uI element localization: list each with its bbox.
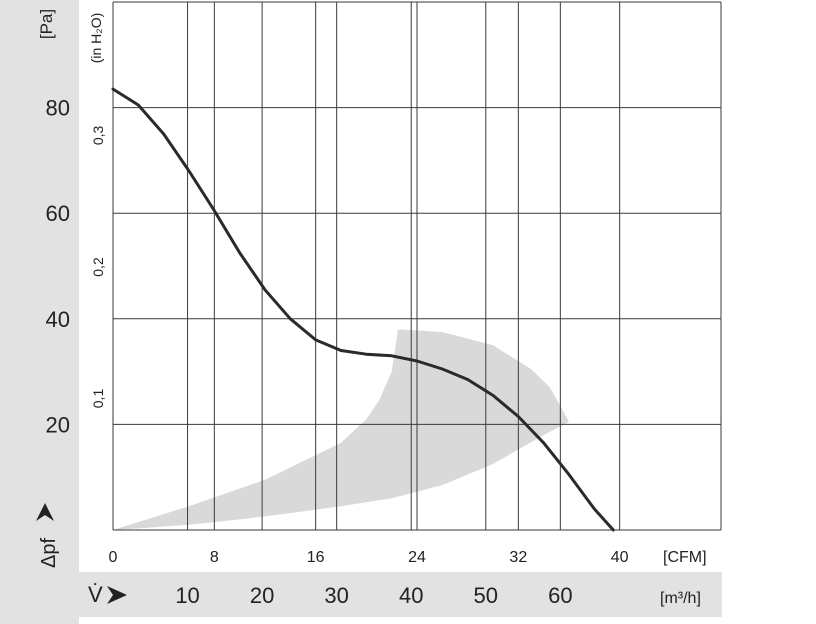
x-m3h-tick-label: 30 xyxy=(324,583,348,608)
y2-tick-label: 0,3 xyxy=(90,125,106,145)
y-tick-label: 60 xyxy=(46,201,70,226)
y-tick-label: 20 xyxy=(46,412,70,437)
x-m3h-tick-label: 10 xyxy=(175,583,199,608)
x-cfm-tick-label: 40 xyxy=(611,549,629,566)
pressure-curve xyxy=(111,87,615,532)
x-axis-symbol: V̇ xyxy=(88,582,103,607)
operating-region-layer xyxy=(113,329,569,530)
x-cfm-tick-label: 24 xyxy=(408,549,426,566)
y2-unit-label: (in H₂O) xyxy=(88,13,104,64)
y-axis-symbol: Δpf xyxy=(38,538,60,568)
left-axis-band xyxy=(0,0,79,624)
y-tick-label: 80 xyxy=(46,96,70,121)
x-axis-cfm-tick-labels: 0 8 16 24 32 40 xyxy=(109,549,629,566)
curve-layer xyxy=(111,87,615,532)
x-m3h-tick-label: 20 xyxy=(250,583,274,608)
x-top-unit-label: [CFM] xyxy=(663,549,707,566)
x-axis-m3h-tick-labels: 10 20 30 40 50 60 xyxy=(175,583,572,608)
y2-tick-label: 0,2 xyxy=(90,257,106,277)
x-cfm-tick-label: 16 xyxy=(307,549,325,566)
grid-layer xyxy=(112,1,722,531)
y-axis-arrow-icon xyxy=(36,503,54,521)
y2-axis-tick-labels: 0,1 0,2 0,3 xyxy=(90,125,106,408)
y-unit-label: [Pa] xyxy=(37,9,56,39)
x-cfm-tick-label: 32 xyxy=(509,549,527,566)
x-bottom-unit-label: [m³/h] xyxy=(660,590,701,607)
x-m3h-tick-label: 60 xyxy=(548,583,572,608)
x-m3h-tick-label: 50 xyxy=(474,583,498,608)
bottom-axis-band xyxy=(79,572,722,617)
x-cfm-tick-label: 0 xyxy=(109,549,118,566)
y2-tick-label: 0,1 xyxy=(90,389,106,409)
y-axis-tick-labels: 20 40 60 80 xyxy=(46,96,70,438)
x-cfm-tick-label: 8 xyxy=(210,549,219,566)
x-axis-arrow-icon xyxy=(107,586,127,604)
x-m3h-tick-label: 40 xyxy=(399,583,423,608)
operating-region xyxy=(113,329,569,530)
y-tick-label: 40 xyxy=(46,307,70,332)
